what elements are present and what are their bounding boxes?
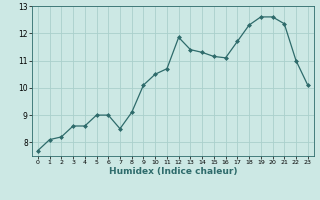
X-axis label: Humidex (Indice chaleur): Humidex (Indice chaleur) xyxy=(108,167,237,176)
